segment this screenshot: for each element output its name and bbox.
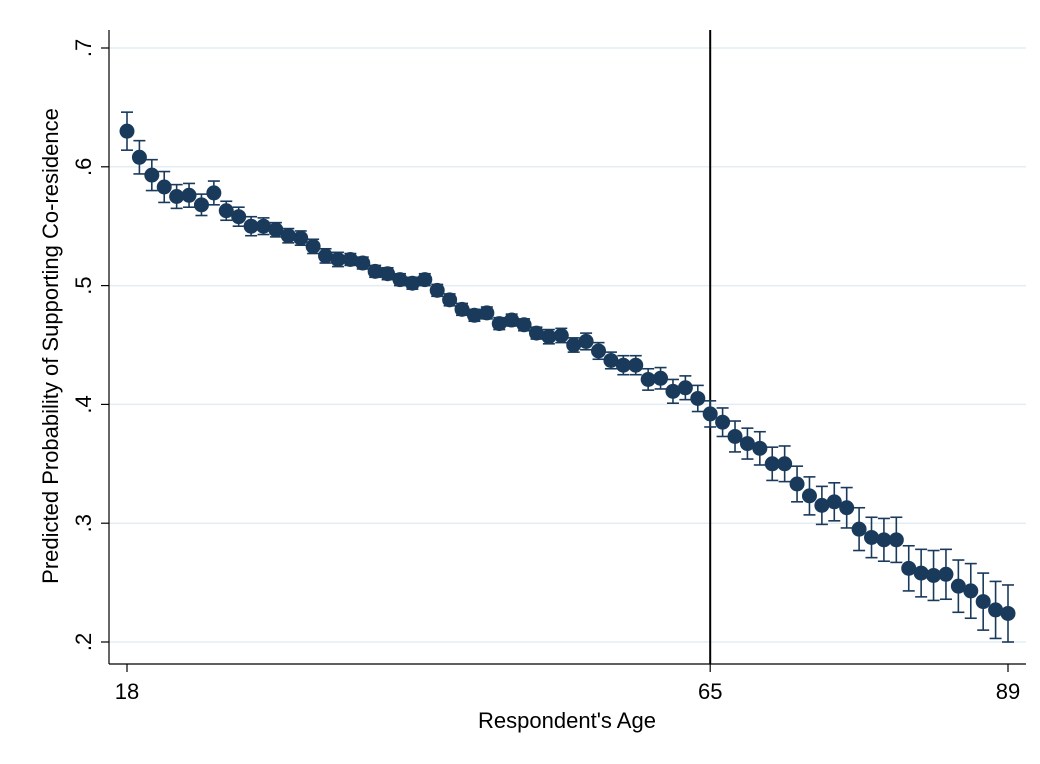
data-point — [826, 494, 842, 510]
data-point — [342, 251, 358, 267]
x-tick-label: 65 — [698, 679, 722, 704]
data-point — [591, 343, 607, 359]
data-point — [380, 266, 396, 282]
data-point — [516, 317, 532, 333]
data-point — [665, 383, 681, 399]
data-point — [541, 329, 557, 345]
data-point — [640, 371, 656, 387]
data-point — [851, 521, 867, 537]
data-point — [628, 357, 644, 373]
data-point — [653, 370, 669, 386]
data-point — [864, 529, 880, 545]
data-point — [156, 179, 172, 195]
data-point — [392, 272, 408, 288]
data-point — [888, 532, 904, 548]
data-point — [975, 594, 991, 610]
data-point — [801, 488, 817, 504]
data-point — [479, 305, 495, 321]
data-point — [1000, 605, 1016, 621]
data-layer — [119, 111, 1016, 643]
data-point — [764, 456, 780, 472]
data-point — [466, 307, 482, 323]
data-point — [839, 500, 855, 516]
data-point — [193, 197, 209, 213]
grid-layer — [109, 47, 1026, 643]
data-point — [789, 476, 805, 492]
data-point — [429, 282, 445, 298]
data-point — [702, 406, 718, 422]
data-point — [963, 583, 979, 599]
data-point — [603, 352, 619, 368]
data-point — [677, 380, 693, 396]
y-tick-label: .6 — [71, 158, 96, 176]
y-tick-label: .4 — [71, 395, 96, 413]
data-point — [727, 428, 743, 444]
y-tick-label: .7 — [71, 39, 96, 57]
data-point — [752, 440, 768, 456]
data-point — [144, 167, 160, 183]
data-point — [553, 327, 569, 343]
data-point — [305, 238, 321, 254]
data-point — [442, 292, 458, 308]
data-point — [330, 251, 346, 267]
data-point — [218, 203, 234, 219]
y-axis-label: Predicted Probability of Supporting Co-r… — [38, 108, 63, 584]
x-tick-label: 89 — [996, 679, 1020, 704]
data-point — [950, 578, 966, 594]
label-layer: Respondent's Age Predicted Probability o… — [38, 108, 656, 733]
data-point — [504, 312, 520, 328]
data-point — [181, 187, 197, 203]
axes-layer: .2 .3 .4 .5 .6 .7 18 65 89 — [71, 30, 1026, 704]
data-point — [814, 497, 830, 513]
data-point — [615, 357, 631, 373]
data-point — [739, 436, 755, 452]
y-tick-label: .5 — [71, 276, 96, 294]
data-point — [454, 301, 470, 317]
data-point — [355, 255, 371, 271]
data-point — [293, 230, 309, 246]
data-point — [404, 275, 420, 291]
data-point — [491, 316, 507, 332]
data-point — [318, 248, 334, 264]
x-tick-label: 18 — [115, 679, 139, 704]
data-point — [901, 560, 917, 576]
y-tick-label: .2 — [71, 633, 96, 651]
data-point — [578, 333, 594, 349]
data-point — [913, 565, 929, 581]
data-point — [988, 602, 1004, 618]
data-point — [417, 272, 433, 288]
data-point — [231, 209, 247, 225]
data-point — [119, 123, 135, 139]
data-point — [243, 218, 259, 234]
data-point — [206, 185, 222, 201]
data-point — [268, 222, 284, 238]
data-point — [566, 337, 582, 353]
data-point — [528, 325, 544, 341]
data-point — [280, 228, 296, 244]
data-point — [876, 532, 892, 548]
x-axis-label: Respondent's Age — [478, 708, 656, 733]
data-point — [131, 149, 147, 165]
data-point — [777, 456, 793, 472]
data-point — [690, 390, 706, 406]
data-point — [169, 189, 185, 204]
data-point — [926, 567, 942, 583]
data-point — [255, 218, 271, 234]
data-point — [367, 263, 383, 279]
y-tick-label: .3 — [71, 514, 96, 532]
data-point — [715, 414, 731, 430]
data-point — [938, 566, 954, 582]
